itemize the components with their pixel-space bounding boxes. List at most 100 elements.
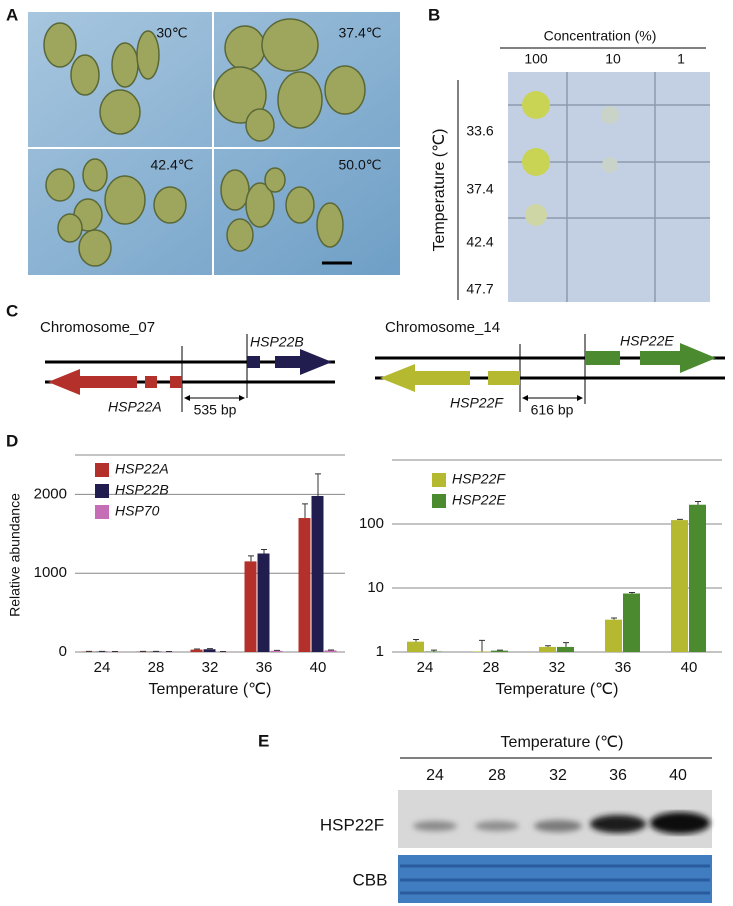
bar xyxy=(190,649,203,652)
error-bar xyxy=(315,473,321,496)
x-tick-label: 28 xyxy=(148,659,165,676)
legend-label: HSP22B xyxy=(115,482,169,498)
x-tick-label: 24 xyxy=(94,659,111,676)
temp-label: 30℃ xyxy=(156,25,187,41)
error-bar xyxy=(302,503,308,519)
spot xyxy=(522,148,550,176)
error-bar xyxy=(545,645,551,647)
error-bar xyxy=(248,555,254,562)
gene-label: HSP22E xyxy=(620,333,674,349)
panel-label: A xyxy=(6,5,18,24)
x-tick-label: 24 xyxy=(417,659,434,676)
panel-label: D xyxy=(6,431,18,450)
bar xyxy=(244,561,257,652)
x-tick-label: 32 xyxy=(202,659,219,676)
error-bar xyxy=(194,648,200,650)
error-bar xyxy=(563,642,569,647)
error-bar xyxy=(261,549,267,554)
bar xyxy=(324,650,337,652)
b-ylabel: Temperature (℃) xyxy=(431,129,448,252)
cell xyxy=(277,71,323,129)
row-label: 33.6 xyxy=(466,123,493,139)
cell xyxy=(213,66,267,124)
bar xyxy=(257,553,270,652)
lane-label: 40 xyxy=(669,767,687,784)
panel-label: C xyxy=(6,301,18,320)
lane-label: 36 xyxy=(609,767,627,784)
cell xyxy=(224,25,266,71)
cell xyxy=(324,65,366,115)
e-title: Temperature (℃) xyxy=(501,734,624,751)
cell xyxy=(153,186,187,224)
lane-label: 28 xyxy=(488,767,506,784)
bands xyxy=(413,812,710,834)
col-label: 100 xyxy=(524,51,548,67)
distance: 616 bp xyxy=(531,402,574,418)
error-bar xyxy=(629,592,635,594)
legend-swatch xyxy=(95,505,109,519)
row-label: 47.7 xyxy=(466,281,493,297)
legend-label: HSP22E xyxy=(452,492,506,508)
y-tick-label: 1 xyxy=(376,643,384,660)
cell xyxy=(82,158,108,192)
x-tick-label: 40 xyxy=(681,659,698,676)
lane-label: 32 xyxy=(549,767,567,784)
error-bar xyxy=(207,648,213,650)
bar xyxy=(425,651,442,652)
bar xyxy=(311,495,324,652)
x-tick-label: 36 xyxy=(615,659,632,676)
micrographs xyxy=(28,12,400,275)
temp-label: 37.4℃ xyxy=(339,25,382,41)
spot xyxy=(525,204,547,226)
col-label: 10 xyxy=(605,51,621,67)
chromosome: Chromosome_07 xyxy=(40,319,155,336)
cell xyxy=(245,108,275,142)
bar xyxy=(203,649,216,652)
error-bar xyxy=(677,518,683,521)
cell xyxy=(136,30,160,80)
cell xyxy=(99,89,141,135)
gene-diagram xyxy=(375,334,725,412)
bar xyxy=(689,504,706,652)
b-title: Concentration (%) xyxy=(544,28,657,44)
cell xyxy=(285,186,315,224)
y-tick-label: 10 xyxy=(367,579,384,596)
bar xyxy=(671,520,688,652)
bar xyxy=(623,593,640,652)
stain-label: CBB xyxy=(353,870,388,889)
cell xyxy=(57,213,83,243)
gene-label: HSP22F xyxy=(450,395,504,411)
temp-label: 42.4℃ xyxy=(151,157,194,173)
bar xyxy=(473,651,490,652)
cell xyxy=(264,167,286,193)
bar xyxy=(539,646,556,652)
gene-diagram xyxy=(45,334,335,412)
x-axis-label: Temperature (℃) xyxy=(496,681,619,698)
cell xyxy=(104,175,146,225)
error-bar xyxy=(479,639,485,652)
x-tick-label: 28 xyxy=(483,659,500,676)
spot xyxy=(602,157,618,173)
spot xyxy=(601,106,619,124)
y-tick-label: 0 xyxy=(59,643,67,660)
cell xyxy=(220,169,250,211)
cell xyxy=(45,168,75,202)
cell xyxy=(316,202,344,248)
bar xyxy=(605,619,622,652)
y-tick-label: 1000 xyxy=(34,564,67,581)
row-label: 37.4 xyxy=(466,181,493,197)
cell xyxy=(261,18,319,72)
bar xyxy=(491,650,508,652)
temp-label: 50.0℃ xyxy=(339,157,382,173)
x-tick-label: 36 xyxy=(256,659,273,676)
bar xyxy=(270,650,283,652)
legend-label: HSP70 xyxy=(115,503,160,519)
x-tick-label: 32 xyxy=(549,659,566,676)
bar xyxy=(407,641,424,652)
distance: 535 bp xyxy=(194,402,237,418)
error-bar xyxy=(413,638,419,642)
spot xyxy=(522,91,550,119)
cell xyxy=(70,54,100,96)
legend-swatch xyxy=(432,494,446,508)
